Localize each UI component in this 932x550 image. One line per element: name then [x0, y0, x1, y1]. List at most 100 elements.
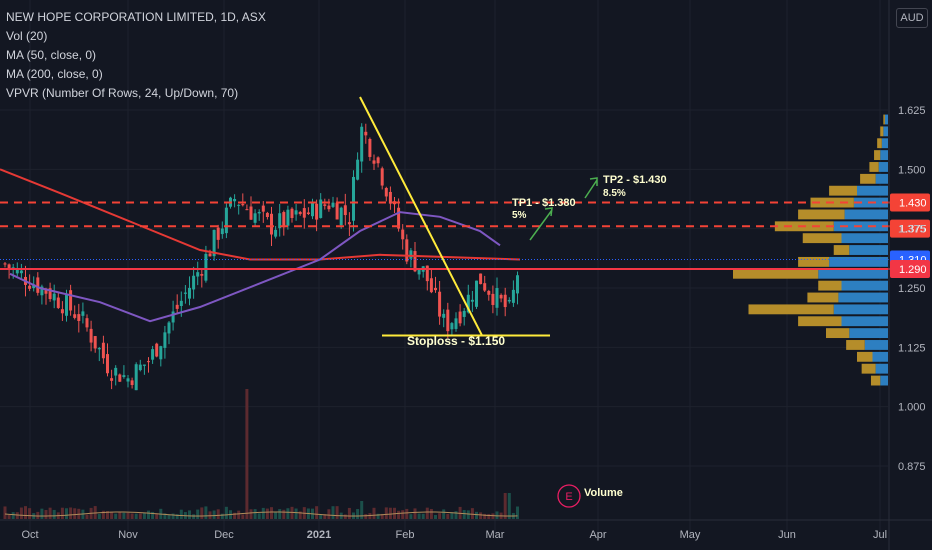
candle-body [245, 209, 249, 211]
volume-bar [286, 508, 290, 519]
candle-body [28, 285, 32, 289]
drawings[interactable] [359, 96, 598, 337]
volume-bar [450, 512, 454, 519]
volume-bar [7, 514, 11, 519]
volume-bar [331, 506, 335, 519]
volume-bar [343, 514, 347, 519]
volume-bar [212, 510, 216, 519]
volume-bar [278, 509, 282, 519]
x-tick-label: Jul [873, 529, 887, 541]
x-tick-label: Mar [486, 529, 505, 541]
volume-bar [167, 514, 171, 519]
candle-body [458, 311, 462, 324]
price-axis[interactable]: 1.625 1.500 1.375 1.250 1.125 1.000 0.875 [888, 0, 926, 550]
vpvr-up-bar [841, 233, 888, 244]
volume-bar [483, 513, 487, 519]
volume-bars [3, 389, 519, 519]
legend-vol[interactable]: Vol (20) [6, 29, 48, 43]
volume-bar [315, 506, 319, 519]
candle-body [462, 310, 466, 317]
vpvr-down-bar [883, 114, 885, 125]
volume-bar [118, 511, 122, 519]
volume-bar [142, 512, 146, 519]
volume-bar [216, 509, 220, 519]
currency-button[interactable]: AUD [896, 8, 928, 28]
volume-bar [335, 506, 339, 519]
volume-bar [204, 506, 208, 519]
candle-body [118, 374, 122, 382]
volume-bar [11, 512, 15, 519]
vpvr-down-bar [798, 209, 845, 220]
volume-bar [487, 513, 491, 519]
candle-body [327, 205, 331, 210]
candle-body [491, 293, 495, 305]
candle-body [130, 380, 134, 385]
vpvr-up-bar [841, 316, 888, 327]
candle-body [237, 204, 241, 206]
volume-bar [434, 514, 437, 519]
candle-body [122, 375, 126, 378]
symbol-title[interactable]: NEW HOPE CORPORATION LIMITED, 1D, ASX [6, 10, 266, 24]
volume-bar [442, 509, 446, 519]
y-tick-label: 1.375 [898, 224, 926, 236]
volume-bar [323, 514, 327, 519]
candle-body [352, 176, 355, 221]
time-axis[interactable]: Oct Nov Dec 2021 Feb Mar Apr May Jun Jul [0, 519, 932, 541]
legend-ma200[interactable]: MA (200, close, 0) [6, 67, 103, 81]
y-tick-label: 1.250 [898, 283, 926, 295]
candle-body [138, 364, 142, 371]
candle-body [101, 342, 105, 359]
volume-bar [364, 514, 368, 519]
vpvr-down-bar [880, 126, 884, 137]
candle-body [311, 201, 314, 217]
candle-body [48, 288, 52, 300]
volume-bar [179, 509, 183, 519]
volume-bar [397, 510, 401, 519]
volume-bar [155, 514, 159, 519]
x-tick-label: May [680, 529, 701, 541]
candle-body [151, 349, 155, 360]
volume-bar [372, 507, 376, 519]
volume-bar [475, 511, 478, 519]
candle-body [19, 270, 23, 274]
x-tick-label: Apr [589, 529, 606, 541]
candle-body [434, 287, 437, 291]
volume-bar [257, 513, 261, 519]
vpvr-down-bar [748, 304, 834, 315]
candle-body [106, 354, 109, 374]
volume-profile [733, 114, 888, 386]
volume-bar [495, 511, 499, 519]
earnings-marker[interactable] [557, 484, 581, 508]
volume-bar [192, 514, 196, 519]
volume-bar [196, 509, 200, 519]
vpvr-up-bar [884, 114, 888, 125]
volume-bar [60, 507, 64, 519]
volume-bar [360, 501, 364, 519]
volume-bar [503, 493, 507, 519]
volume-bar [253, 509, 257, 519]
candle-body [44, 288, 48, 294]
vpvr-down-bar [807, 292, 839, 303]
candle-body [503, 294, 507, 308]
y-tick-label: 1.625 [898, 105, 926, 117]
legend-ma50[interactable]: MA (50, close, 0) [6, 48, 97, 62]
candle-body [409, 250, 413, 259]
candle-body [77, 314, 81, 321]
volume-bar [233, 512, 237, 519]
volume-bar [106, 511, 109, 519]
volume-bar [409, 514, 413, 519]
candle-body [298, 211, 302, 215]
price-label-text: 1.375 [899, 224, 927, 236]
candle-body [192, 275, 196, 290]
legend-vpvr[interactable]: VPVR (Number Of Rows, 24, Up/Down, 70) [6, 86, 239, 100]
candle-body [224, 207, 228, 234]
vpvr-up-bar [878, 162, 888, 172]
candle-body [216, 227, 220, 240]
candle-body [364, 131, 368, 136]
volume-ma-line [4, 511, 518, 517]
vpvr-down-bar [857, 351, 873, 362]
candle-body [479, 273, 483, 285]
candle-body [233, 198, 237, 202]
candle-body [126, 378, 130, 382]
